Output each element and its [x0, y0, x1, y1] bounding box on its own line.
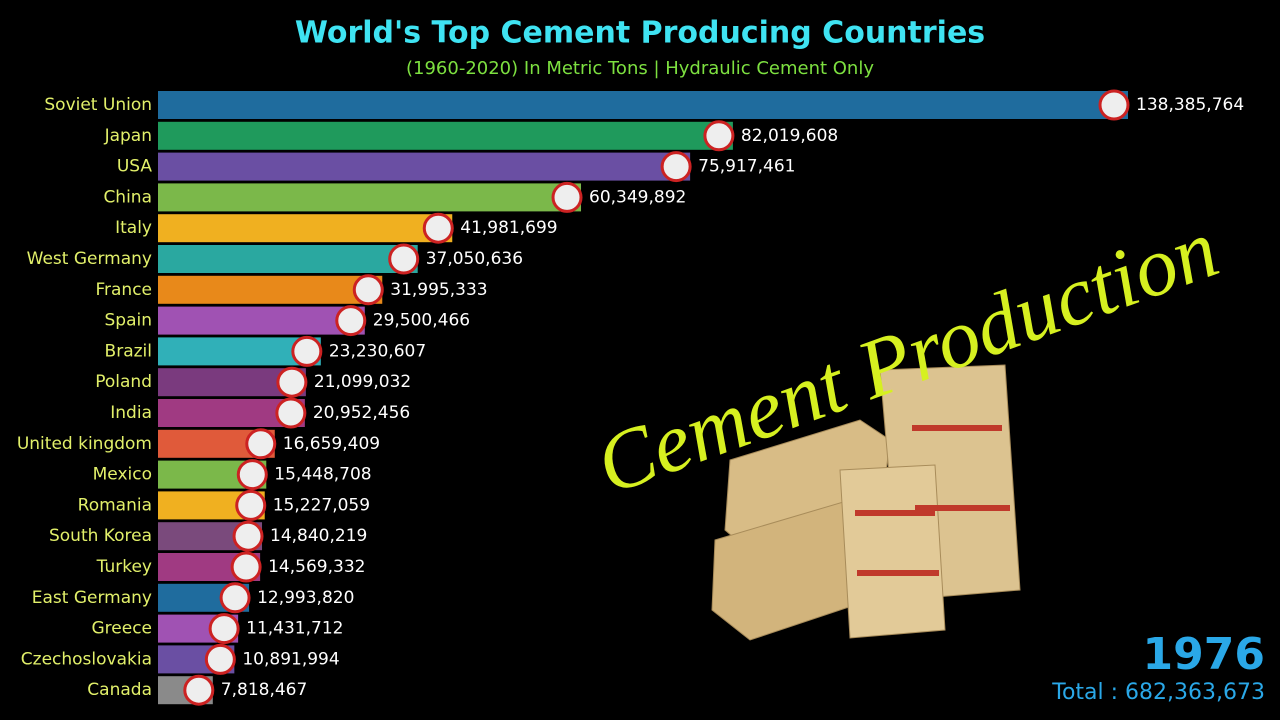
value-label: 10,891,994 [242, 649, 339, 669]
flag [703, 120, 735, 152]
bar [158, 183, 582, 212]
value-label: 29,500,466 [373, 311, 470, 331]
value-label: 16,659,409 [283, 434, 380, 454]
category-label: Greece [91, 619, 152, 639]
category-label: France [95, 280, 152, 300]
category-label: India [110, 403, 152, 423]
cement-bags [711, 364, 1021, 641]
category-label: Czechoslovakia [21, 649, 152, 669]
category-label: Spain [105, 311, 153, 331]
flag [275, 397, 307, 429]
bag-stripe [857, 570, 939, 576]
bar [158, 245, 418, 273]
value-label: 75,917,461 [698, 157, 795, 177]
category-label: Canada [87, 680, 152, 700]
bar [158, 214, 453, 243]
bag [839, 464, 946, 639]
bar [158, 121, 733, 150]
flag [235, 489, 267, 521]
category-label: Poland [95, 372, 152, 392]
flag [219, 582, 251, 614]
bag-stripe [915, 505, 1010, 511]
value-label: 21,099,032 [314, 372, 411, 392]
flag [236, 459, 268, 491]
flag [352, 274, 384, 306]
flag [204, 643, 236, 675]
flag [230, 551, 262, 583]
bag-stripe [912, 425, 1002, 431]
flag [388, 243, 420, 275]
year-label: 1976 [1143, 629, 1265, 680]
bar [158, 306, 365, 335]
value-label: 14,840,219 [270, 526, 367, 546]
bar [158, 152, 691, 181]
value-label: 37,050,636 [426, 249, 523, 269]
value-label: 138,385,764 [1136, 95, 1244, 115]
value-label: 60,349,892 [589, 187, 686, 207]
value-label: 11,431,712 [246, 619, 343, 639]
category-label: Italy [115, 218, 152, 238]
flag [245, 428, 277, 460]
category-label: Soviet Union [44, 95, 152, 115]
value-label: 82,019,608 [741, 126, 838, 146]
category-label: Japan [104, 126, 152, 146]
flag [232, 520, 264, 552]
flag [208, 613, 240, 645]
category-label: Romania [78, 495, 152, 515]
bar [158, 91, 1128, 119]
category-label: Turkey [96, 557, 152, 577]
flag [660, 151, 692, 183]
value-label: 15,448,708 [274, 465, 371, 485]
bag-stripe [855, 510, 935, 516]
category-label: Brazil [105, 341, 152, 361]
value-label: 14,569,332 [268, 557, 365, 577]
flag [551, 181, 583, 213]
bar [158, 275, 383, 304]
flag [291, 335, 323, 367]
category-label: Mexico [93, 465, 152, 485]
flag [335, 305, 367, 337]
value-label: 31,995,333 [390, 280, 487, 300]
category-label: West Germany [27, 249, 152, 269]
category-label: USA [117, 157, 153, 177]
category-label: United kingdom [17, 434, 152, 454]
value-label: 41,981,699 [460, 218, 557, 238]
chart-title: World's Top Cement Producing Countries [295, 16, 985, 51]
flag [183, 674, 215, 706]
value-label: 23,230,607 [329, 341, 426, 361]
flag [422, 212, 454, 244]
flag [1098, 89, 1130, 121]
category-label: South Korea [49, 526, 152, 546]
total-label: Total : 682,363,673 [1051, 680, 1265, 705]
category-label: East Germany [32, 588, 152, 608]
value-label: 15,227,059 [273, 495, 370, 515]
value-label: 7,818,467 [221, 680, 308, 700]
value-label: 12,993,820 [257, 588, 354, 608]
category-label: China [103, 187, 152, 207]
flag [276, 366, 308, 398]
chart-subtitle: (1960-2020) In Metric Tons | Hydraulic C… [406, 58, 874, 79]
value-label: 20,952,456 [313, 403, 410, 423]
